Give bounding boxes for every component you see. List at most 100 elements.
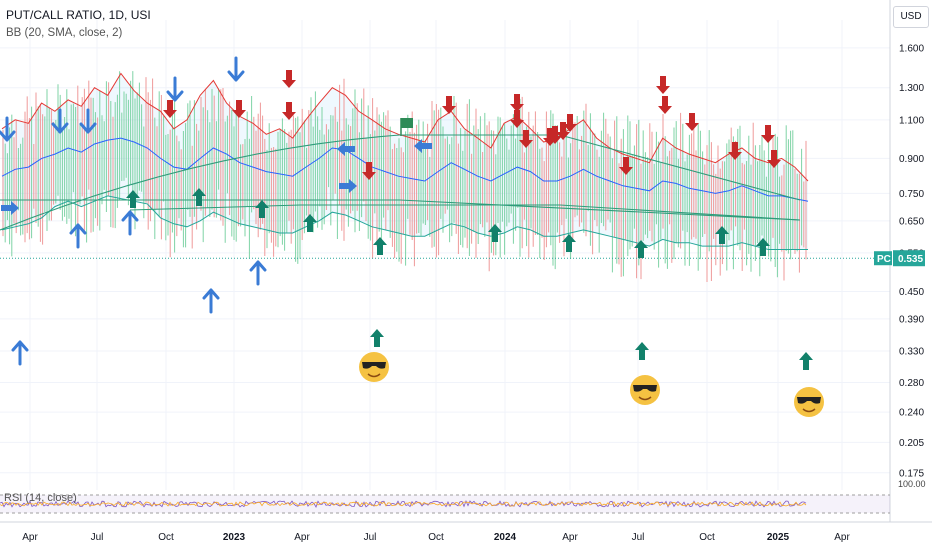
chart-title[interactable]: PUT/CALL RATIO, 1D, USI bbox=[6, 8, 151, 22]
time-tick-label: Jul bbox=[632, 532, 645, 543]
down-arrow-icon bbox=[51, 108, 69, 134]
down-arrow-icon bbox=[728, 142, 742, 160]
price-tick-label: 0.240 bbox=[899, 408, 924, 419]
down-arrow-icon bbox=[227, 56, 245, 82]
up-arrow-icon bbox=[488, 224, 502, 242]
price-tag-symbol-bg bbox=[874, 251, 892, 266]
up-arrow-icon bbox=[69, 223, 87, 249]
up-arrow-icon bbox=[799, 352, 813, 370]
down-arrow-icon bbox=[685, 113, 699, 131]
up-arrow-icon bbox=[635, 342, 649, 360]
sunglasses-emoji-icon bbox=[794, 387, 824, 417]
up-arrow-icon bbox=[756, 238, 770, 256]
price-tag-bg bbox=[893, 250, 925, 267]
smile-icon bbox=[367, 373, 381, 378]
time-tick-label: Oct bbox=[428, 532, 444, 543]
sunglasses-icon bbox=[633, 385, 657, 392]
up-arrow-icon bbox=[249, 260, 267, 286]
price-tick-label: 0.205 bbox=[899, 438, 924, 449]
price-tick-label: 0.280 bbox=[899, 378, 924, 389]
up-arrow-icon bbox=[715, 226, 729, 244]
time-tick-label: 2023 bbox=[223, 532, 246, 543]
price-tick-label: 1.600 bbox=[899, 43, 924, 54]
rsi-label[interactable]: RSI (14, close) bbox=[4, 492, 77, 504]
up-arrow-icon bbox=[634, 240, 648, 258]
time-tick-label: Oct bbox=[158, 532, 174, 543]
time-tick-label: Jul bbox=[364, 532, 377, 543]
side-arrow-icon bbox=[414, 139, 432, 153]
down-arrow-icon bbox=[232, 100, 246, 118]
down-arrow-icon bbox=[767, 150, 781, 168]
time-tick-label: Apr bbox=[562, 532, 578, 543]
rsi-ma-line bbox=[0, 501, 807, 507]
time-tick-label: Oct bbox=[699, 532, 715, 543]
down-arrow-icon bbox=[619, 157, 633, 175]
down-arrow-icon bbox=[282, 70, 296, 88]
up-arrow-icon bbox=[303, 214, 317, 232]
down-arrow-icon bbox=[166, 76, 184, 102]
price-tick-label: 0.650 bbox=[899, 216, 924, 227]
up-arrow-icon bbox=[562, 234, 576, 252]
price-tick-label: 0.330 bbox=[899, 346, 924, 357]
up-arrow-icon bbox=[255, 200, 269, 218]
sunglasses-emoji-icon bbox=[630, 375, 660, 405]
down-arrow-icon bbox=[656, 76, 670, 94]
down-arrow-icon bbox=[442, 96, 456, 114]
price-tick-label: 0.450 bbox=[899, 287, 924, 298]
rsi-pane bbox=[0, 494, 890, 514]
smile-icon bbox=[802, 408, 816, 413]
down-arrow-icon bbox=[556, 122, 570, 140]
sunglasses-icon bbox=[797, 397, 821, 404]
up-arrow-icon bbox=[202, 288, 220, 314]
rsi-line bbox=[0, 500, 807, 508]
down-arrow-icon bbox=[510, 94, 524, 112]
price-tag-value: 0.535 bbox=[898, 254, 923, 265]
down-arrow-icon bbox=[761, 125, 775, 143]
time-tick-label: 2024 bbox=[494, 532, 517, 543]
down-arrow-icon bbox=[282, 102, 296, 120]
down-arrow-icon bbox=[548, 126, 562, 144]
price-tick-label: 0.390 bbox=[899, 314, 924, 325]
trend-line bbox=[129, 204, 801, 221]
price-tick-label: 0.175 bbox=[899, 468, 924, 479]
time-tick-label: Apr bbox=[294, 532, 310, 543]
series-line bbox=[1, 137, 809, 202]
price-tag-symbol: PC bbox=[877, 254, 891, 265]
indicator-label[interactable]: BB (20, SMA, close, 2) bbox=[6, 27, 123, 39]
time-tick-label: 2025 bbox=[767, 532, 790, 543]
time-tick-label: Jul bbox=[91, 532, 104, 543]
series-line bbox=[1, 72, 809, 182]
side-arrow-icon bbox=[339, 179, 357, 193]
smile-icon bbox=[638, 396, 652, 401]
time-tick-label: Apr bbox=[834, 532, 850, 543]
down-arrow-icon bbox=[362, 162, 376, 180]
side-arrow-icon bbox=[337, 142, 355, 156]
side-arrow-icon bbox=[1, 201, 19, 215]
chart-legend: PUT/CALL RATIO, 1D, USI BB (20, SMA, clo… bbox=[6, 6, 151, 42]
sunglasses-emoji-icon bbox=[359, 352, 389, 382]
trend-line bbox=[0, 134, 801, 231]
down-arrow-icon bbox=[563, 114, 577, 132]
sunglasses-icon bbox=[362, 362, 386, 369]
flag-icon bbox=[401, 118, 413, 128]
down-arrow-icon bbox=[658, 96, 672, 114]
down-arrow-icon bbox=[510, 110, 524, 128]
down-arrow-icon bbox=[79, 108, 97, 134]
price-tick-label: 1.300 bbox=[899, 83, 924, 94]
up-arrow-icon bbox=[373, 237, 387, 255]
up-arrow-icon bbox=[11, 340, 29, 366]
price-tick-label: 0.750 bbox=[899, 189, 924, 200]
series-line bbox=[1, 195, 808, 250]
bands bbox=[0, 72, 890, 259]
trend-line bbox=[0, 199, 801, 221]
up-arrow-icon bbox=[126, 190, 140, 208]
currency-button[interactable]: USD bbox=[893, 6, 929, 28]
down-arrow-icon bbox=[163, 100, 177, 118]
up-arrow-icon bbox=[370, 329, 384, 347]
rsi-top-value: 100.00 bbox=[898, 479, 926, 489]
up-arrow-icon bbox=[192, 188, 206, 206]
up-arrow-icon bbox=[121, 210, 139, 236]
time-axis: Apr Jul Oct 2023 Apr Jul Oct 2024 Apr Jul Oct 2025 A… bbox=[22, 532, 850, 543]
down-arrow-icon bbox=[0, 116, 16, 142]
